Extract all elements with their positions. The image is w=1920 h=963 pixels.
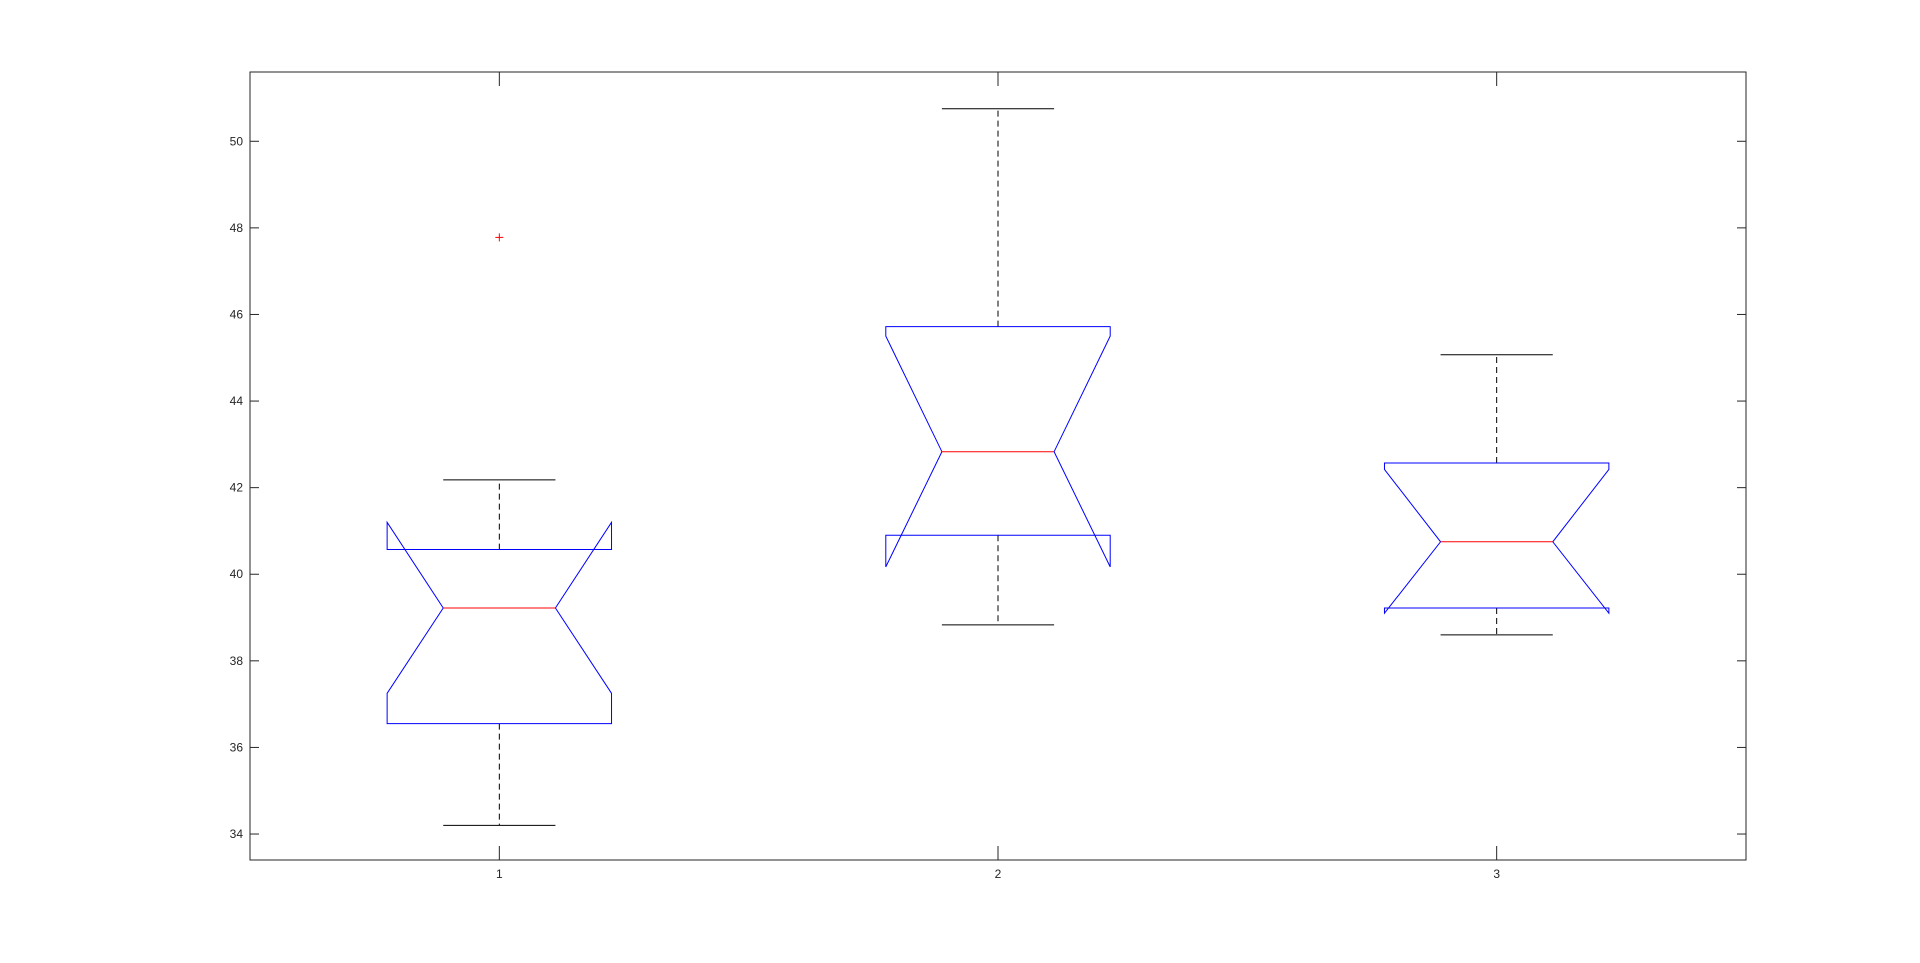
notched-box (885, 326, 1111, 568)
x-tick-label: 1 (496, 867, 503, 881)
notched-box (386, 520, 613, 725)
y-tick-label: 40 (230, 567, 244, 581)
notched-box (1383, 462, 1610, 615)
ticks-layer: 34 36 38 40 42 44 46 48 50 1 2 3 (230, 72, 1746, 881)
box-group-3 (1383, 354, 1610, 636)
y-tick-label: 48 (230, 221, 244, 235)
y-tick-label: 42 (230, 481, 244, 495)
y-tick-label: 50 (230, 134, 244, 148)
y-tick-label: 46 (230, 307, 244, 321)
y-tick-label: 44 (230, 394, 244, 408)
box-group-1 (386, 233, 613, 826)
x-tick-label: 3 (1493, 867, 1500, 881)
plot-area-frame (249, 71, 1747, 861)
y-tick-label: 34 (230, 827, 244, 841)
x-tick-label: 2 (995, 867, 1002, 881)
box-group-2 (885, 108, 1111, 626)
y-tick-label: 36 (230, 740, 244, 754)
boxes-layer (386, 108, 1610, 826)
y-tick-label: 38 (230, 654, 244, 668)
